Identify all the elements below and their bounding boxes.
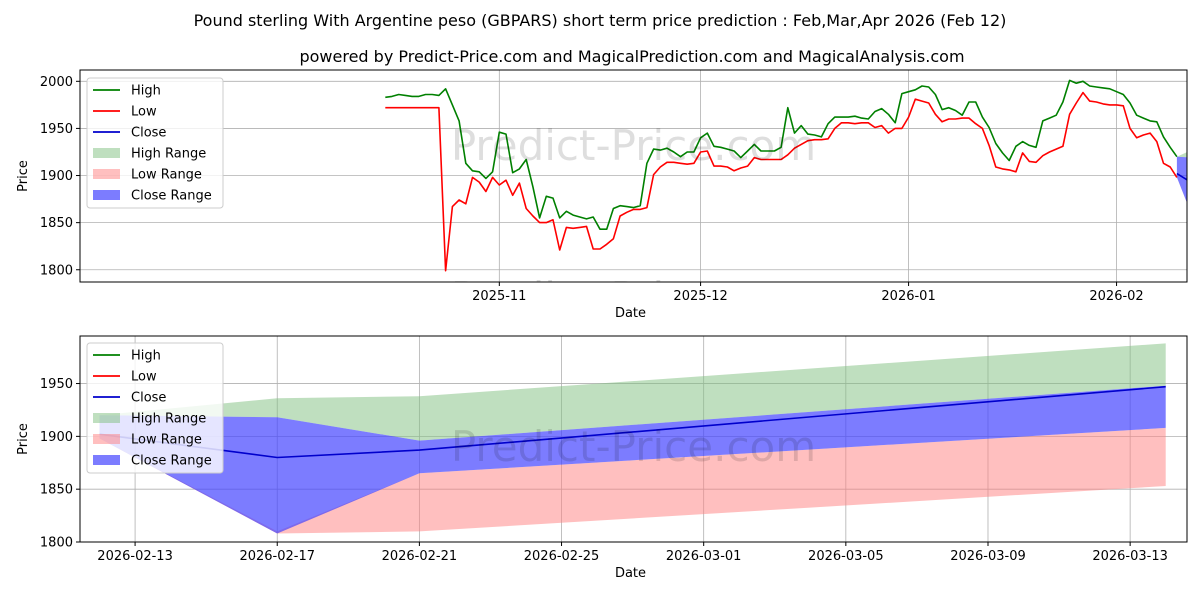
y-tick-label: 2000	[40, 75, 73, 90]
x-axis-label: Date	[615, 566, 646, 581]
x-tick-label: 2025-12	[673, 289, 727, 304]
x-tick-label: 2026-03-05	[808, 549, 884, 564]
legend-label-close: Close	[131, 391, 166, 406]
close-range-band	[99, 385, 1166, 534]
plot-area: Predict-Price.com Predict-Price.com	[385, 79, 1187, 322]
upper-chart-panel: Predict-Price.comPredict-Price.com2025-1…	[16, 69, 1188, 322]
x-tick-label: 2026-02	[1089, 289, 1143, 304]
legend-label-high-range: High Range	[131, 147, 206, 162]
x-tick-label: 2026-02-25	[524, 549, 600, 564]
legend-label-low-range: Low Range	[131, 168, 202, 183]
y-tick-label: 1950	[40, 377, 73, 392]
x-tick-label: 2025-11	[472, 289, 526, 304]
x-tick-label: 2026-02-13	[97, 549, 173, 564]
low-range-band	[99, 427, 1166, 534]
x-tick-label: 2026-03-13	[1092, 549, 1168, 564]
legend-label-close: Close	[131, 126, 166, 141]
watermark-text: Predict-Price.com	[451, 422, 816, 471]
high-range-band	[1176, 152, 1187, 158]
chart-title: Pound sterling With Argentine peso (GBPA…	[194, 11, 1007, 30]
legend-box	[86, 342, 224, 474]
close-range-band	[1176, 156, 1187, 203]
legend-label-low: Low	[131, 105, 157, 120]
legend-box	[86, 77, 224, 209]
low-line	[385, 91, 1178, 272]
chart-subtitle: powered by Predict-Price.com and Magical…	[299, 47, 964, 66]
x-tick-label: 2026-02-21	[382, 549, 458, 564]
legend-swatch-close-range	[93, 190, 120, 200]
watermark-text: Predict-Price.com	[451, 273, 816, 322]
axes-frame	[79, 69, 1188, 283]
legend-label-low: Low	[131, 370, 157, 385]
legend-label-low-range: Low Range	[131, 433, 202, 448]
legend-label-high: High	[131, 84, 161, 99]
legend-label-high: High	[131, 349, 161, 364]
y-tick-label: 1800	[40, 263, 73, 278]
x-tick-label: 2026-03-01	[666, 549, 742, 564]
high-range-band	[99, 343, 1166, 441]
watermark-text: Predict-Price.com	[451, 121, 816, 170]
legend-swatch-high-range	[93, 148, 120, 158]
x-tick-label: 2026-02-17	[239, 549, 315, 564]
legend: High Low Close High Range Low Range Close Ran…	[86, 77, 224, 209]
plot-area: Predict-Price.com	[99, 343, 1166, 534]
y-tick-label: 1850	[40, 216, 73, 231]
y-axis-label: Price	[16, 160, 31, 192]
legend-label-high-range: High Range	[131, 412, 206, 427]
y-tick-label: 1950	[40, 122, 73, 137]
y-tick-label: 1850	[40, 483, 73, 498]
x-tick-label: 2026-03-09	[950, 549, 1026, 564]
axes-frame	[79, 335, 1188, 543]
legend-swatch-high-range	[93, 413, 120, 423]
x-tick-label: 2026-01	[881, 289, 935, 304]
legend-swatch-close-range	[93, 455, 120, 465]
legend-label-close-range: Close Range	[131, 189, 212, 204]
legend-swatch-low-range	[93, 434, 120, 444]
y-tick-label: 1900	[40, 430, 73, 445]
legend: High Low Close High Range Low Range Close Ran…	[86, 342, 224, 474]
lower-chart-panel: Predict-Price.com 2026-02-13 2026-02-17 202…	[16, 335, 1188, 581]
legend-swatch-low-range	[93, 169, 120, 179]
y-axis-label: Price	[16, 423, 31, 455]
y-tick-label: 1900	[40, 169, 73, 184]
x-axis-label: Date	[615, 306, 646, 321]
high-line	[385, 79, 1178, 230]
legend-label-close-range: Close Range	[131, 454, 212, 469]
y-tick-label: 1800	[40, 536, 73, 551]
